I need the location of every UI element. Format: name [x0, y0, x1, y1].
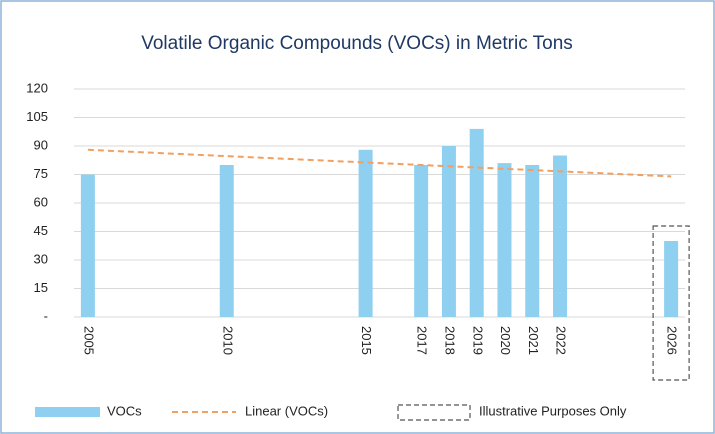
bar [441, 146, 456, 317]
x-tick-label: 2017 [415, 326, 430, 355]
x-tick-label: 2026 [665, 326, 680, 355]
x-tick-label: 2010 [220, 326, 235, 355]
chart-title: Volatile Organic Compounds (VOCs) in Met… [141, 33, 573, 54]
x-tick-label: 2018 [442, 326, 457, 355]
y-tick-label: 15 [34, 280, 48, 295]
y-tick-label: 120 [26, 80, 48, 95]
trend-line [87, 148, 672, 178]
bar [80, 174, 95, 317]
y-tick-label: 45 [34, 223, 48, 238]
illustrative-box [652, 225, 690, 381]
y-tick-label: 105 [26, 109, 48, 124]
y-tick-label: 75 [34, 166, 48, 181]
y-tick-label: - [44, 308, 48, 323]
bar [497, 163, 512, 317]
x-tick-label: 2005 [81, 326, 96, 355]
x-tick-label: 2015 [359, 326, 374, 355]
y-tick-label: 30 [34, 251, 48, 266]
x-tick-label: 2021 [526, 326, 541, 355]
legend-swatch [35, 407, 100, 417]
y-tick-label: 60 [34, 194, 48, 209]
bar [553, 155, 568, 317]
legend-swatch [397, 404, 471, 421]
x-tick-label: 2019 [470, 326, 485, 355]
bar [414, 165, 429, 317]
x-tick-label: 2020 [498, 326, 513, 355]
bar [358, 149, 373, 317]
legend-label: VOCs [107, 403, 142, 418]
bar [469, 128, 484, 317]
legend-label: Linear (VOCs) [245, 403, 328, 418]
x-tick-label: 2022 [554, 326, 569, 355]
y-tick-label: 90 [34, 137, 48, 152]
bar [664, 241, 679, 317]
bar [525, 165, 540, 317]
legend-label: Illustrative Purposes Only [479, 403, 627, 418]
bar [219, 165, 234, 317]
